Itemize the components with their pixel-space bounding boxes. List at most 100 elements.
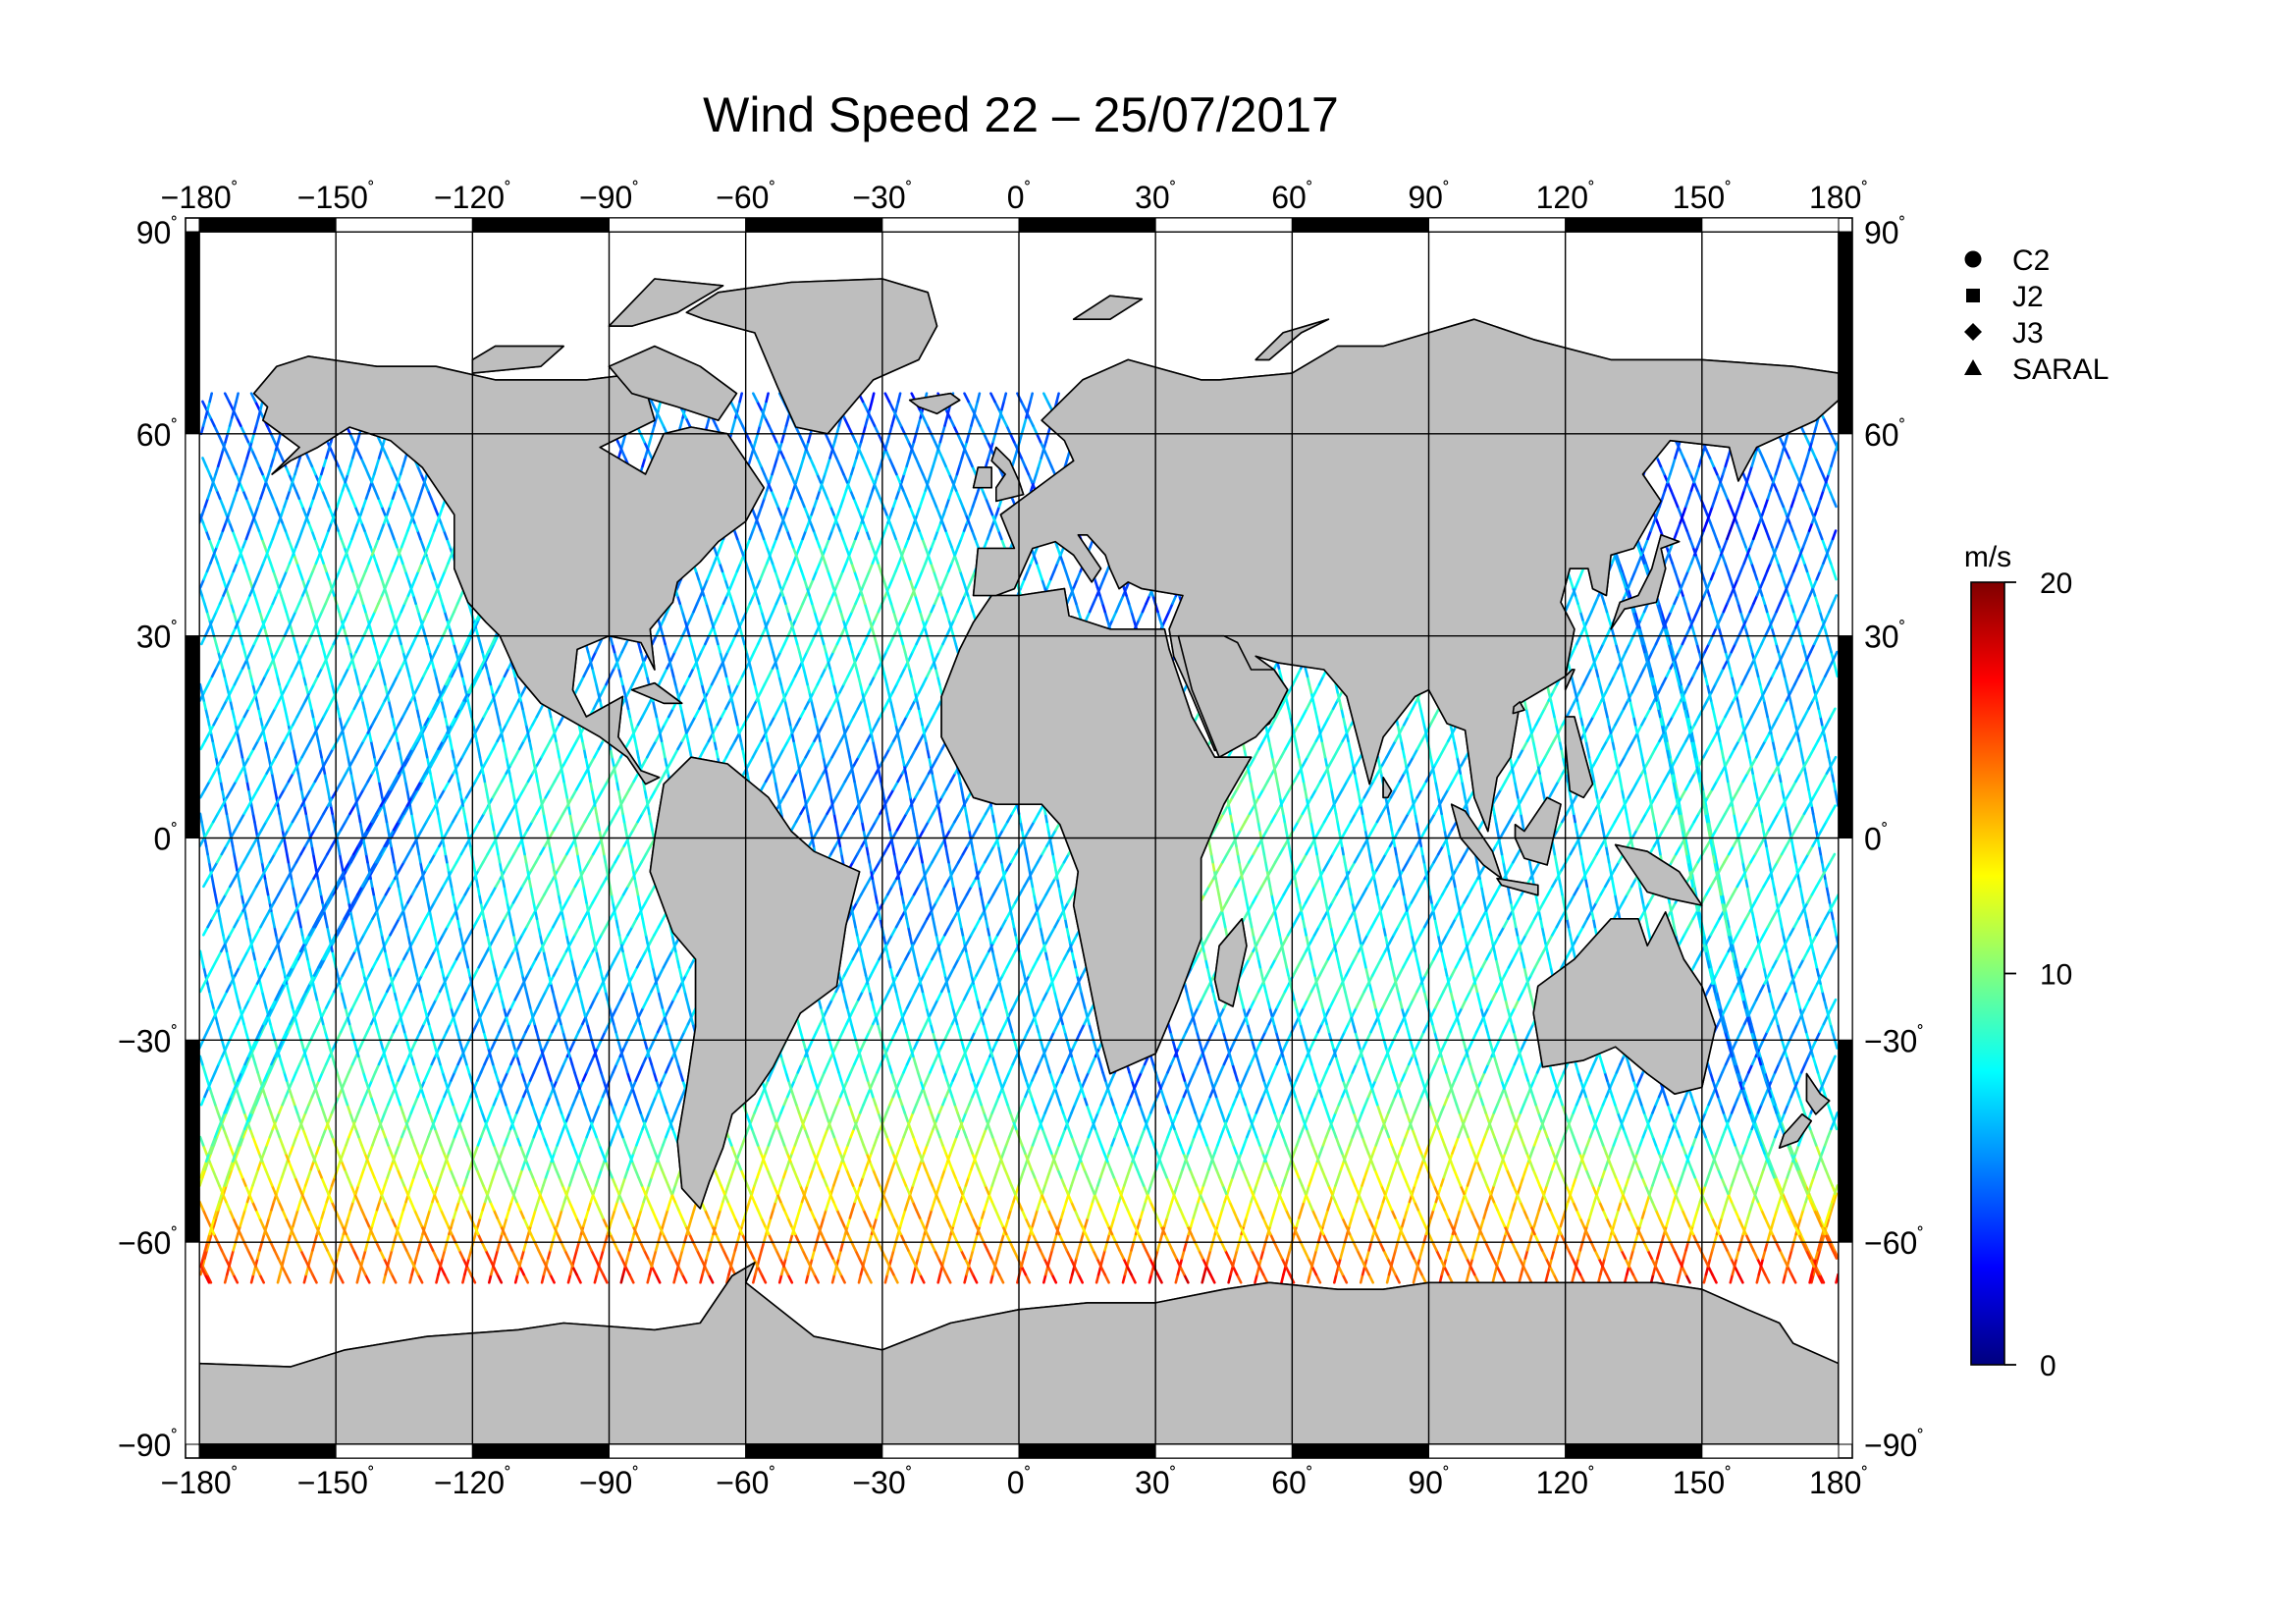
- track-segment: [1761, 1062, 1767, 1074]
- track-segment: [263, 626, 269, 638]
- track-segment: [382, 1272, 388, 1284]
- track-segment: [1817, 529, 1824, 541]
- track-segment: [461, 1257, 469, 1269]
- track-segment: [1666, 739, 1671, 751]
- track-segment: [748, 650, 756, 662]
- track-segment: [569, 933, 577, 945]
- track-segment: [344, 1071, 350, 1082]
- track-segment: [729, 634, 737, 646]
- track-segment: [337, 1272, 345, 1284]
- track-segment: [416, 1217, 423, 1227]
- track-segment: [438, 982, 446, 994]
- track-segment: [242, 1111, 249, 1122]
- track-segment: [778, 642, 786, 654]
- track-segment: [306, 1167, 313, 1179]
- track-segment: [1789, 602, 1795, 614]
- track-segment: [597, 787, 605, 799]
- track-segment: [264, 1095, 270, 1107]
- track-segment: [423, 1071, 430, 1082]
- track-segment: [358, 1039, 365, 1050]
- track-segment: [229, 965, 234, 977]
- track-segment: [680, 626, 688, 638]
- track-segment: [303, 1176, 310, 1187]
- track-segment: [1684, 707, 1690, 719]
- track-segment: [346, 1103, 352, 1114]
- track-segment: [547, 925, 555, 937]
- track-segment: [282, 837, 288, 848]
- track-segment: [1782, 577, 1788, 589]
- track-segment: [1797, 739, 1802, 751]
- track-segment: [403, 1119, 410, 1131]
- track-segment: [1779, 917, 1784, 929]
- track-segment: [1718, 877, 1723, 889]
- track-segment: [562, 998, 569, 1009]
- track-segment: [1741, 990, 1746, 1001]
- track-segment: [588, 755, 596, 767]
- track-segment: [274, 667, 279, 678]
- track-segment: [1618, 562, 1624, 573]
- track-segment: [216, 432, 224, 444]
- track-segment: [735, 562, 742, 573]
- track-segment: [337, 844, 342, 856]
- track-segment: [1824, 739, 1829, 751]
- track-segment: [236, 731, 240, 743]
- track-segment: [265, 885, 270, 896]
- track-segment: [1794, 990, 1799, 1001]
- track-segment: [695, 594, 703, 606]
- track-segment: [568, 1103, 575, 1114]
- track-segment: [1693, 885, 1698, 896]
- track-segment: [1781, 1039, 1786, 1050]
- track-segment: [218, 917, 223, 929]
- track-segment: [1769, 731, 1775, 743]
- track-segment: [382, 942, 387, 953]
- track-segment: [578, 820, 587, 832]
- track-segment: [357, 1135, 363, 1147]
- track-segment: [1728, 787, 1733, 799]
- track-segment: [719, 602, 725, 614]
- track-segment: [291, 1167, 297, 1179]
- track-segment: [311, 715, 317, 727]
- track-segment: [268, 1006, 275, 1017]
- track-segment: [487, 747, 495, 759]
- track-segment: [242, 1022, 247, 1034]
- track-segment: [240, 1103, 246, 1114]
- track-segment: [433, 1184, 440, 1196]
- track-segment: [1794, 860, 1799, 872]
- track-segment: [216, 1022, 222, 1034]
- track-segment: [503, 1217, 508, 1227]
- track-segment: [785, 569, 792, 581]
- track-segment: [336, 974, 342, 986]
- track-segment: [573, 925, 581, 937]
- track-segment: [256, 1030, 263, 1042]
- track-segment: [230, 602, 236, 614]
- track-segment: [224, 448, 231, 460]
- track-segment: [324, 1030, 330, 1042]
- track-segment: [509, 1055, 516, 1066]
- track-segment: [1763, 1071, 1769, 1082]
- track-segment: [290, 1095, 296, 1107]
- track-segment: [255, 965, 260, 977]
- track-segment: [292, 634, 297, 646]
- track-segment: [480, 1240, 488, 1252]
- track-segment: [1816, 837, 1821, 848]
- track-segment: [328, 1127, 334, 1139]
- track-segment: [626, 925, 634, 937]
- track-segment: [302, 675, 307, 686]
- track-segment: [212, 1232, 220, 1244]
- track-segment: [389, 877, 397, 889]
- track-segment: [1698, 772, 1703, 784]
- track-segment: [500, 1144, 507, 1155]
- track-segment: [296, 949, 304, 961]
- track-segment: [406, 1127, 413, 1139]
- track-segment: [531, 1208, 537, 1219]
- track-segment: [592, 699, 600, 711]
- track-segment: [231, 529, 238, 541]
- track-segment: [1705, 448, 1712, 460]
- track-segment: [313, 1232, 319, 1244]
- track-segment: [1771, 1095, 1777, 1107]
- track-segment: [553, 1144, 560, 1155]
- track-segment: [1726, 780, 1732, 791]
- track-segment: [398, 1232, 404, 1244]
- track-segment: [247, 1111, 254, 1122]
- track-segment: [1695, 642, 1701, 654]
